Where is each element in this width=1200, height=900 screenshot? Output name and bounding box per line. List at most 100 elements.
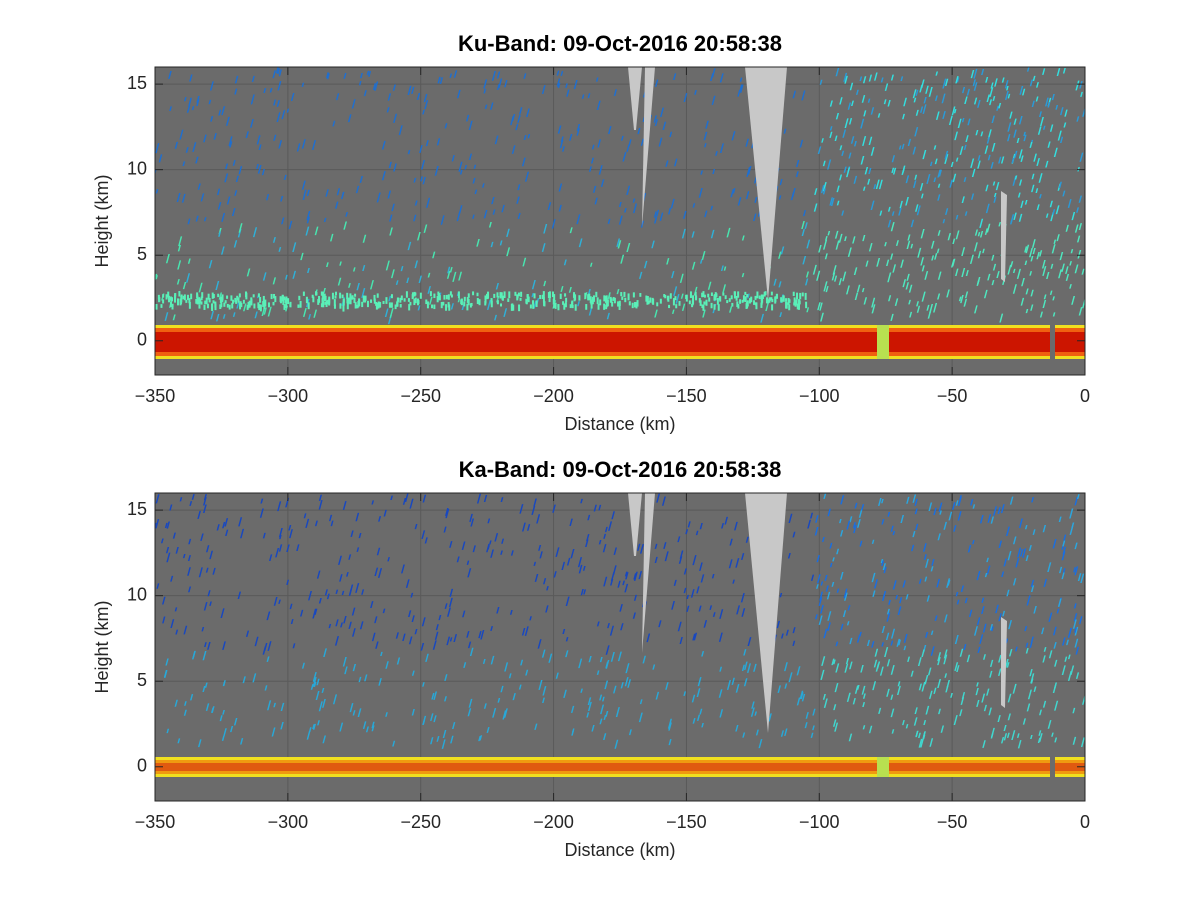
image-layer [155, 67, 1085, 375]
speckle [702, 309, 706, 318]
speckle [268, 554, 273, 562]
speckle [754, 295, 757, 300]
image-layer [155, 493, 1085, 801]
speckle [198, 304, 201, 309]
speckle [542, 297, 545, 303]
speckle [719, 609, 724, 619]
speckle [848, 733, 853, 742]
speckle [174, 298, 177, 303]
speckle [916, 301, 919, 307]
speckle [941, 93, 946, 104]
speckle [526, 108, 530, 118]
speckle [218, 231, 222, 237]
speckle [562, 629, 566, 634]
speckle [264, 685, 268, 691]
speckle [476, 239, 480, 247]
speckle [926, 304, 930, 311]
speckle [272, 70, 276, 79]
y-tick-label: 15 [127, 73, 147, 93]
speckle [211, 706, 215, 713]
speckle [183, 294, 186, 301]
speckle [355, 583, 360, 593]
speckle [673, 298, 676, 302]
speckle [703, 131, 708, 141]
speckle [240, 738, 244, 745]
speckle [883, 566, 887, 574]
speckle [982, 248, 985, 254]
speckle [933, 302, 938, 313]
speckle [469, 513, 473, 522]
speckle [354, 302, 357, 309]
speckle [792, 640, 796, 646]
speckle [263, 307, 267, 315]
speckle [834, 135, 838, 141]
speckle [829, 197, 834, 206]
x-tick-label: −200 [533, 386, 574, 406]
speckle [832, 265, 837, 275]
speckle [937, 183, 941, 188]
speckle [182, 553, 186, 559]
speckle [307, 590, 312, 601]
speckle [1022, 88, 1026, 96]
speckle [387, 93, 392, 101]
speckle [664, 294, 667, 299]
speckle [819, 591, 824, 601]
speckle [191, 651, 196, 660]
speckle [1030, 585, 1035, 592]
speckle [663, 542, 667, 549]
speckle [1029, 669, 1033, 677]
speckle [953, 715, 958, 725]
speckle [617, 301, 620, 307]
speckle [620, 254, 625, 264]
speckle [443, 295, 446, 300]
speckle [232, 312, 236, 317]
speckle [523, 135, 527, 140]
speckle [954, 131, 959, 141]
speckle [203, 217, 207, 222]
speckle [1069, 508, 1074, 519]
speckle [226, 295, 229, 299]
speckle [393, 113, 398, 123]
speckle [517, 114, 521, 123]
speckle [542, 291, 545, 298]
speckle [419, 145, 423, 154]
speckle [862, 725, 866, 730]
speckle [453, 634, 458, 643]
speckle [387, 557, 390, 562]
speckle [961, 247, 966, 256]
speckle [997, 715, 1001, 722]
speckle [222, 709, 225, 715]
speckle [746, 300, 749, 307]
speckle [970, 158, 975, 168]
speckle [618, 302, 621, 310]
speckle [464, 165, 468, 170]
speckle [948, 115, 953, 126]
speckle [660, 107, 665, 118]
speckle [447, 607, 451, 617]
speckle [819, 302, 823, 311]
speckle [370, 601, 374, 608]
speckle [501, 538, 505, 544]
speckle [205, 297, 208, 305]
speckle [511, 145, 516, 154]
speckle [705, 120, 709, 129]
speckle [546, 586, 549, 591]
speckle [967, 118, 971, 126]
speckle [483, 79, 488, 89]
speckle [692, 718, 696, 724]
speckle [710, 292, 713, 297]
speckle [760, 294, 763, 301]
speckle [234, 75, 239, 84]
speckle [262, 646, 267, 655]
speckle [739, 299, 742, 304]
speckle [686, 594, 690, 600]
speckle [585, 539, 589, 548]
speckle [490, 655, 495, 665]
speckle [203, 504, 207, 514]
speckle [569, 227, 573, 234]
speckle [576, 128, 580, 136]
speckle [315, 690, 320, 700]
speckle [1021, 277, 1025, 287]
axes-box [154, 492, 1086, 802]
speckle [832, 719, 837, 727]
